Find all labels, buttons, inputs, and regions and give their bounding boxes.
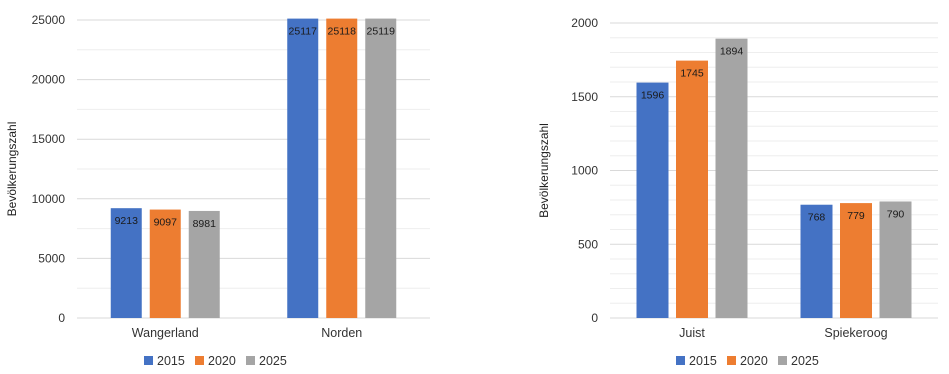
category-label: Juist [679,326,705,340]
legend-swatch-2015 [144,356,153,365]
data-label: 1745 [680,68,704,80]
legend: 2015 2020 2025 [144,354,287,368]
data-label: 9213 [115,215,139,227]
y-tick-label: 2000 [571,16,598,30]
legend-swatch-2025 [246,356,255,365]
data-label: 25119 [367,26,396,38]
category-label: Spiekeroog [824,326,887,340]
bar-juist-2015 [636,82,669,318]
data-label: 790 [887,208,905,220]
y-tick-label: 15000 [32,132,66,146]
bar-wangerland-2020 [149,209,181,318]
legend-label: 2025 [259,354,287,368]
y-tick-label: 0 [591,311,598,325]
data-label: 9097 [154,217,178,229]
y-tick-label: 20000 [32,73,66,87]
y-tick-label: 10000 [32,192,66,206]
chart-1: 0 5000 10000 15000 20000 25000 Bevölkerungszah… [5,13,430,368]
bar-spiekeroog-2015 [800,204,833,318]
bar-norden-2015 [287,18,319,319]
data-label: 25118 [328,26,357,38]
y-tick-label: 25000 [32,13,66,27]
data-label: 1596 [641,90,665,102]
bar-spiekeroog-2020 [840,203,872,318]
legend-swatch-2015 [676,356,685,365]
y-tick-label: 1000 [571,164,598,178]
y-axis-label: Bevölkerungszahl [5,122,19,217]
bar-norden-2025 [365,18,397,319]
bar-wangerland-2015 [110,208,142,318]
legend-swatch-2025 [778,356,787,365]
data-label: 779 [847,210,865,222]
y-tick-label: 0 [58,311,65,325]
legend: 2015 2020 2025 [676,354,819,368]
legend-label: 2020 [208,354,236,368]
category-label: Norden [321,326,362,340]
legend-swatch-2020 [195,356,204,365]
y-tick-label: 1500 [571,90,598,104]
data-label: 25117 [289,26,318,38]
legend-label: 2025 [791,354,819,368]
bar-wangerland-2025 [188,210,220,318]
data-label: 1894 [720,46,744,58]
legend-label: 2015 [689,354,717,368]
bar-juist-2020 [676,60,708,319]
data-label: 8981 [193,218,217,230]
bar-spiekeroog-2025 [879,201,912,318]
legend-swatch-2020 [727,356,736,365]
bar-juist-2025 [715,38,748,318]
bar-norden-2020 [326,18,358,318]
y-axis-label: Bevölkerungszahl [537,123,551,218]
y-tick-label: 5000 [38,251,65,265]
legend-label: 2020 [740,354,768,368]
y-tick-label: 500 [578,237,598,251]
chart-2: 0 500 1000 1500 2000 Bevölkerungszahl 1596 1745… [537,16,938,368]
data-label: 768 [808,212,826,224]
category-label: Wangerland [132,326,199,340]
legend-label: 2015 [157,354,185,368]
